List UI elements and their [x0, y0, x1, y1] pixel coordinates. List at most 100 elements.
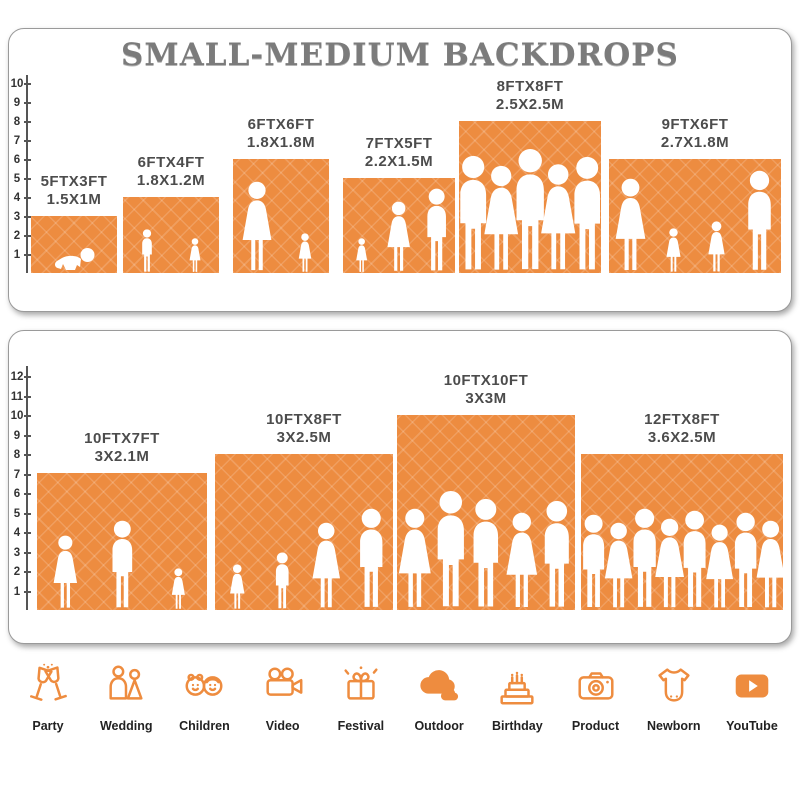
category-row: Party Wedding Children Video [12, 662, 788, 733]
party-glasses-icon [30, 663, 67, 701]
person-silhouette [653, 228, 694, 273]
ruler-line [26, 75, 28, 273]
ruler-number: 6 [10, 153, 31, 167]
person-silhouette [750, 520, 791, 610]
category-newborn: Newborn [638, 662, 710, 733]
silhouette-group [581, 508, 783, 610]
backdrop-size-label: 7FTX5FT 2.2X1.5M [364, 134, 434, 171]
category-label: YouTube [726, 719, 778, 733]
backdrop-size-label: 6FTX4FT 1.8X1.2M [136, 153, 206, 190]
birthday-cake-icon [500, 671, 534, 705]
ruler-number: 7 [10, 134, 31, 148]
backdrop-8ftx8ft [459, 121, 601, 273]
ruler-number: 3 [10, 546, 31, 560]
ruler-number: 1 [10, 585, 31, 599]
category-label: Children [179, 719, 230, 733]
category-wedding: Wedding [90, 662, 162, 733]
ruler-number: 9 [10, 96, 31, 110]
category-festival: Festival [325, 662, 397, 733]
silhouette-group [233, 181, 329, 273]
baby-onesie-icon [658, 668, 690, 702]
category-label: Wedding [99, 719, 153, 733]
children-faces-icon [185, 673, 223, 696]
backdrop-size-label: 10FTX10FT 3X3M [443, 371, 529, 408]
category-outdoor: Outdoor [403, 662, 475, 733]
ruler-line [26, 366, 28, 610]
person-silhouette [381, 201, 416, 273]
backdrop-size-label: 6FTX6FT 1.8X1.8M [246, 115, 316, 152]
person-silhouette [172, 238, 218, 273]
category-label: Festival [337, 719, 385, 733]
backdrop-size-label: 8FTX8FT 2.5X2.5M [495, 77, 565, 114]
ruler-number: 2 [10, 229, 31, 243]
backdrop-6ftx4ft [123, 197, 219, 273]
person-silhouette [565, 156, 609, 273]
ruler-number: 11 [10, 390, 31, 403]
backdrop-6ftx6ft [233, 159, 329, 273]
video-camera-icon [266, 667, 303, 696]
person-silhouette [696, 221, 737, 273]
ruler-number: 6 [10, 487, 31, 501]
category-birthday: Birthday [481, 662, 553, 733]
category-youtube: YouTube [716, 662, 788, 733]
person-silhouette [350, 508, 393, 610]
ruler-number: 3 [10, 210, 31, 224]
person-silhouette [234, 181, 280, 273]
person-silhouette [305, 522, 348, 610]
backdrop-10ftx8ft [215, 454, 393, 610]
person-silhouette [124, 229, 170, 273]
ruler-number: 4 [10, 526, 31, 540]
category-label: Product [571, 719, 620, 733]
ruler-number: 4 [10, 191, 31, 205]
silhouette-group [459, 148, 601, 273]
person-silhouette [419, 188, 454, 273]
page-title: SMALL-MEDIUM BACKDROPS [121, 37, 679, 73]
backdrop-size-label: 10FTX7FT 3X2.1M [84, 429, 160, 466]
backdrop-9ftx6ft [609, 159, 781, 273]
backdrop-size-label: 12FTX8FT 3.6X2.5M [644, 410, 720, 447]
backdrop-size-label: 10FTX8FT 3X2.5M [266, 410, 342, 447]
backdrop-10ftx7ft [37, 473, 207, 610]
ruler-number: 12 [10, 371, 31, 383]
ruler-number: 9 [10, 429, 31, 443]
silhouette-group [609, 170, 781, 273]
backdrop-7ftx5ft [343, 178, 455, 273]
person-silhouette [151, 568, 206, 610]
ruler-number: 5 [10, 507, 31, 521]
ruler-number: 8 [10, 115, 31, 129]
person-silhouette [95, 520, 150, 610]
backdrop-5ftx3ft [31, 216, 117, 273]
backdrop-12ftx8ft [581, 454, 783, 610]
ruler-number: 10 [10, 410, 31, 422]
person-silhouette [261, 552, 304, 610]
silhouette-group [343, 188, 455, 273]
person-silhouette [610, 178, 651, 273]
ruler-number: 5 [10, 172, 31, 186]
category-label: Outdoor [414, 719, 464, 733]
person-silhouette [38, 535, 93, 610]
small-backdrops-panel: SMALL-MEDIUM BACKDROPS 1 2 3 4 5 6 7 8 9… [8, 28, 792, 312]
ruler-number: 1 [10, 248, 31, 262]
ruler-number: 2 [10, 565, 31, 579]
medium-backdrops-panel: 1 2 3 4 5 6 7 8 9 10 11 12 10FTX7FT 3X2.… [8, 330, 792, 644]
backdrop-size-label: 9FTX6FT 2.7X1.8M [660, 115, 730, 152]
silhouette-group [397, 490, 575, 610]
category-label: Newborn [647, 719, 701, 733]
ruler-number: 7 [10, 468, 31, 482]
category-party: Party [12, 662, 84, 733]
person-silhouette [739, 170, 780, 273]
silhouette-group [31, 247, 117, 273]
backdrop-size-label: 5FTX3FT 1.5X1M [40, 172, 108, 209]
backdrop-10ftx10ft [397, 415, 575, 610]
category-video: Video [247, 662, 319, 733]
category-product: Product [560, 662, 632, 733]
category-label: Video [265, 719, 300, 733]
play-button-icon [735, 674, 769, 698]
silhouette-group [37, 520, 207, 610]
ruler-number: 8 [10, 448, 31, 462]
baby-silhouette [32, 247, 116, 273]
person-silhouette [216, 564, 259, 610]
person-silhouette [282, 233, 328, 273]
person-silhouette [344, 238, 379, 273]
wedding-couple-icon [109, 665, 143, 700]
